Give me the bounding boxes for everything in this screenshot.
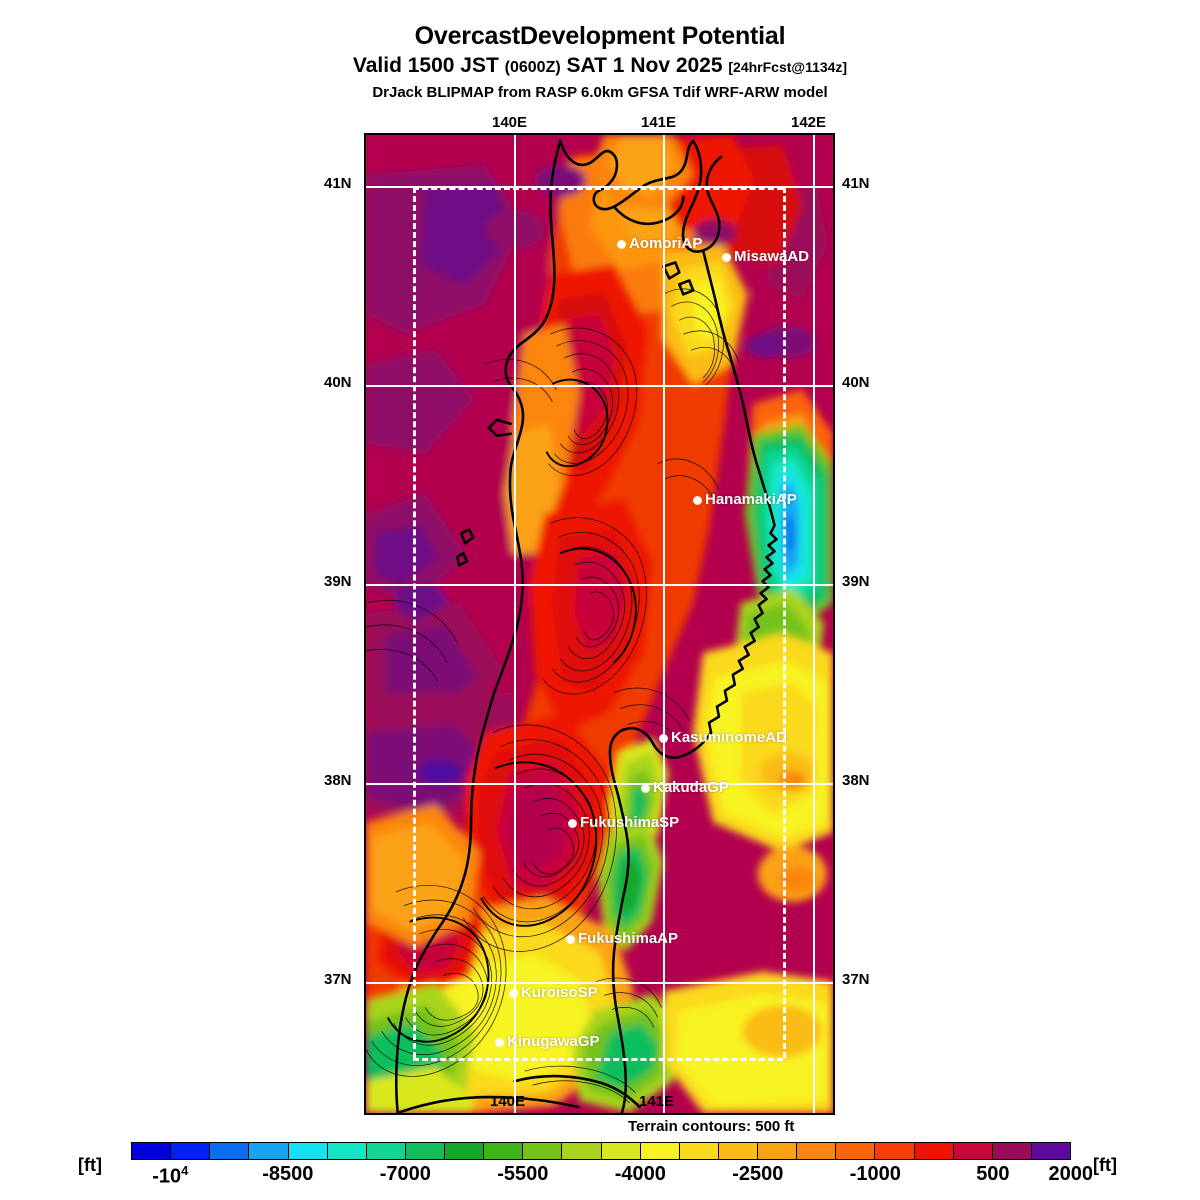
colorbar-segment xyxy=(562,1143,602,1159)
valid-time-line: Valid 1500 JST (0600Z) SAT 1 Nov 2025 [2… xyxy=(0,53,1200,81)
lat-label-right-38n: 38N xyxy=(842,772,870,789)
lon-label-bottom-140e: 140E xyxy=(490,1093,526,1110)
lat-label-left-37n: 37N xyxy=(324,971,352,988)
station-label: KuroisoSP xyxy=(521,984,598,1001)
valid-time-utc: (0600Z) xyxy=(504,59,561,76)
colorbar-tick-text: -10 xyxy=(152,1165,182,1188)
lon-label-bottom-141e: 141E xyxy=(639,1093,675,1110)
colorbar-segment xyxy=(132,1143,172,1159)
colorbar-segment xyxy=(953,1143,993,1159)
lat-label-right-37n: 37N xyxy=(842,971,870,988)
colorbar-segment xyxy=(836,1143,876,1159)
colorbar-segment xyxy=(249,1143,289,1159)
page-title: OvercastDevelopment Potential xyxy=(414,22,786,50)
colorbar-tick-label: -104 xyxy=(152,1163,188,1189)
colorbar-units-left: [ft] xyxy=(78,1155,102,1175)
station-label: FukushimaAP xyxy=(578,930,679,947)
station-label: KakudaGP xyxy=(653,779,729,796)
station-label: KinugawaGP xyxy=(507,1033,600,1050)
station-dot-icon xyxy=(642,785,649,792)
lat-label-left-39n: 39N xyxy=(324,573,352,590)
colorbar-tick-label: 500 xyxy=(976,1163,1010,1185)
lat-label-left-40n: 40N xyxy=(324,374,352,391)
colorbar-segment xyxy=(640,1143,680,1159)
station-label: HanamakiAP xyxy=(705,491,797,508)
lon-label-top-141e: 141E xyxy=(641,114,677,131)
colorbar-segment xyxy=(992,1143,1032,1159)
map-raster xyxy=(366,135,833,1113)
colorbar-segment xyxy=(523,1143,563,1159)
colorbar-segment xyxy=(718,1143,758,1159)
colorbar-segment xyxy=(797,1143,837,1159)
map-frame: AomoriAP MisawaAD HanamakiAP KasuminomeAD Ka… xyxy=(364,133,835,1115)
station-dot-icon xyxy=(618,241,625,248)
lat-label-right-39n: 39N xyxy=(842,573,870,590)
colorbar-segment xyxy=(171,1143,211,1159)
station-dot-icon xyxy=(569,820,576,827)
colorbar-segment xyxy=(445,1143,485,1159)
lat-label-right-40n: 40N xyxy=(842,374,870,391)
station-label: MisawaAD xyxy=(734,248,810,265)
colorbar-tick-label: 2000 xyxy=(1048,1163,1094,1185)
header-block: OvercastDevelopment Potential Valid 1500… xyxy=(0,22,1200,103)
colorbar-tick-label: -4000 xyxy=(614,1163,666,1185)
lat-label-left-38n: 38N xyxy=(324,772,352,789)
station-dot-icon xyxy=(510,990,517,997)
map-container[interactable]: AomoriAP MisawaAD HanamakiAP KasuminomeAD Ka… xyxy=(364,133,835,1115)
station-dot-icon xyxy=(723,254,730,261)
lon-label-top-140e: 140E xyxy=(492,114,528,131)
lat-label-right-41n: 41N xyxy=(842,175,870,192)
colorbar-segment xyxy=(914,1143,954,1159)
colorbar-segment xyxy=(758,1143,798,1159)
terrain-contour-note: Terrain contours: 500 ft xyxy=(628,1118,795,1135)
colorbar-tick-label: -2500 xyxy=(732,1163,784,1185)
station-dot-icon xyxy=(567,936,574,943)
colorbar-tick-label: -5500 xyxy=(497,1163,549,1185)
colorbar[interactable] xyxy=(131,1142,1071,1160)
colorbar-segment xyxy=(1031,1143,1070,1159)
colorbar-units-right: [ft] xyxy=(1093,1155,1117,1175)
forecast-tag: [24hrFcst@1134z] xyxy=(728,59,848,75)
colorbar-segment xyxy=(327,1143,367,1159)
station-dot-icon xyxy=(694,497,701,504)
station-label: FukushimaSP xyxy=(580,814,680,831)
lon-label-top-142e: 142E xyxy=(791,114,827,131)
colorbar-tick-label: -7000 xyxy=(379,1163,431,1185)
valid-date: SAT 1 Nov 2025 xyxy=(566,54,723,77)
station-dot-icon xyxy=(496,1039,503,1046)
colorbar-segment xyxy=(679,1143,719,1159)
colorbar-segment xyxy=(288,1143,328,1159)
station-label: KasuminomeAD xyxy=(671,729,787,746)
colorbar-segment xyxy=(601,1143,641,1159)
lat-label-left-41n: 41N xyxy=(324,175,352,192)
colorbar-tick-exponent: 4 xyxy=(181,1163,189,1178)
colorbar-segment xyxy=(405,1143,445,1159)
colorbar-tick-label: -8500 xyxy=(262,1163,314,1185)
colorbar-segment xyxy=(484,1143,524,1159)
colorbar-segment xyxy=(875,1143,915,1159)
valid-time: Valid 1500 JST xyxy=(352,54,499,77)
station-dot-icon xyxy=(660,735,667,742)
colorbar-segment xyxy=(210,1143,250,1159)
colorbar-tick-label: -1000 xyxy=(849,1163,901,1185)
station-label: AomoriAP xyxy=(629,235,703,252)
model-line: DrJack BLIPMAP from RASP 6.0km GFSA Tdif… xyxy=(372,84,828,101)
colorbar-segment xyxy=(366,1143,406,1159)
